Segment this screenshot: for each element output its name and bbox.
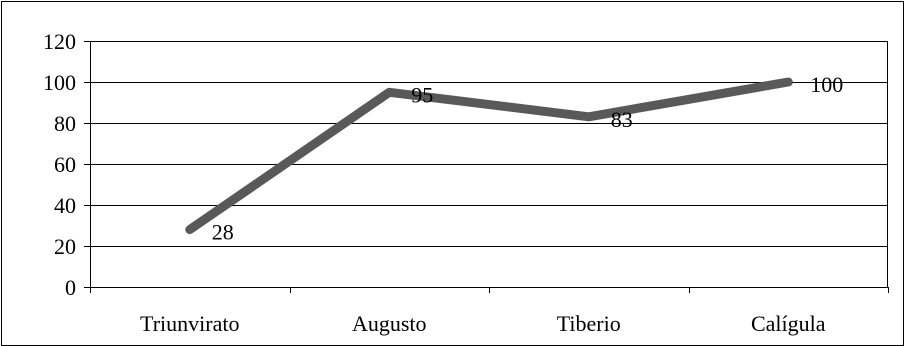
series-line-group [190, 82, 789, 230]
data-label: 95 [411, 82, 433, 107]
data-labels: 28 95 83 100 [212, 72, 844, 245]
x-tick-label: Triunvirato [140, 311, 239, 336]
y-tick-label: 60 [54, 152, 76, 177]
x-tick-label: Augusto [352, 311, 427, 336]
x-axis-tick-labels: Triunvirato Augusto Tiberio Calígula [140, 311, 826, 336]
data-label: 83 [611, 107, 633, 132]
y-axis-tick-labels: 0 20 40 60 80 100 120 [43, 29, 76, 300]
y-tick-label: 80 [54, 111, 76, 136]
data-label: 100 [810, 72, 843, 97]
y-tick-label: 100 [43, 70, 76, 95]
series-line [190, 82, 789, 230]
y-tick-label: 40 [54, 193, 76, 218]
y-tick-label: 120 [43, 29, 76, 54]
x-tick-label: Calígula [751, 311, 826, 336]
data-label: 28 [212, 220, 234, 245]
axes [84, 41, 889, 293]
y-tick-label: 20 [54, 234, 76, 259]
x-tick-label: Tiberio [557, 311, 621, 336]
y-tick-label: 0 [65, 275, 76, 300]
